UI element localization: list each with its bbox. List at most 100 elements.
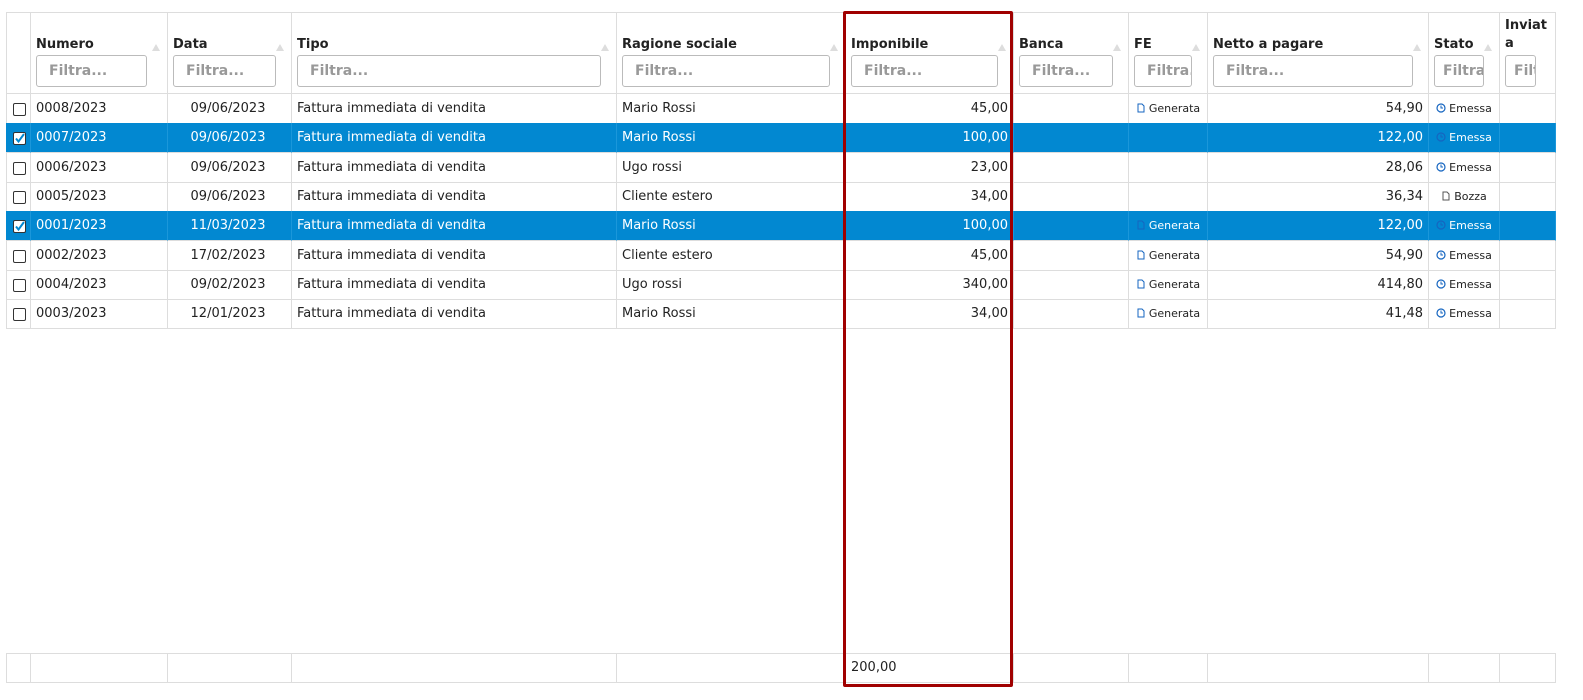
filter-input[interactable]: Filtra... <box>1019 55 1113 87</box>
filter-input[interactable]: Filtra... <box>297 55 601 87</box>
column-header[interactable]: Ragione sociale <box>622 37 737 52</box>
column-header[interactable]: FE <box>1134 37 1152 52</box>
filter-input[interactable]: Filtra... <box>851 55 998 87</box>
column-header[interactable]: Imponibile <box>851 37 929 52</box>
row-checkbox[interactable] <box>13 191 26 205</box>
header-cell <box>6 12 31 94</box>
cell-text: 0006/2023 <box>36 159 107 175</box>
cell-text: 340,00 <box>962 277 1009 293</box>
cell-text: 09/06/2023 <box>190 101 266 116</box>
row-select-cell <box>6 152 31 183</box>
doc-icon <box>1137 308 1145 318</box>
filter-input[interactable]: Filtra... <box>36 55 147 87</box>
footer-cell <box>617 653 846 683</box>
cell-text: 41,48 <box>1385 306 1423 322</box>
table-cell: 100,00 <box>846 211 1014 242</box>
cell-text: 0007/2023 <box>36 130 107 146</box>
row-checkbox[interactable] <box>13 279 26 293</box>
cell-text: Emessa <box>1449 278 1492 292</box>
cell-text: 0005/2023 <box>36 189 107 205</box>
table-cell: 122,00 <box>1208 123 1429 154</box>
filter-input[interactable]: Filtra... <box>173 55 276 87</box>
row-select-cell <box>6 240 31 271</box>
highlight-box <box>843 11 1013 687</box>
footer-cell: 200,00 <box>846 653 1014 683</box>
table-cell <box>1014 240 1129 271</box>
doc-icon <box>1137 220 1145 230</box>
row-checkbox[interactable] <box>13 308 26 322</box>
cell-text: 09/02/2023 <box>190 277 266 293</box>
cell-text: Emessa <box>1449 248 1492 262</box>
sort-icon[interactable] <box>1113 44 1121 51</box>
column-header[interactable]: Banca <box>1019 37 1064 52</box>
table-cell: Generata <box>1129 94 1208 124</box>
table-cell: Bozza <box>1429 182 1500 212</box>
table-cell: Emessa <box>1429 123 1500 154</box>
cell-text: 45,00 <box>970 247 1008 263</box>
sort-icon[interactable] <box>1413 44 1421 51</box>
table-cell: 0007/2023 <box>31 123 168 154</box>
draft-icon <box>1442 191 1450 201</box>
filter-input[interactable]: Filtra... <box>1505 55 1536 87</box>
cell-text: Fattura immediata di vendita <box>297 306 486 322</box>
sort-icon[interactable] <box>1192 44 1200 51</box>
table-cell: Emessa <box>1429 270 1500 300</box>
sort-icon[interactable] <box>152 44 160 51</box>
table-cell: Fattura immediata di vendita <box>292 123 617 154</box>
sort-icon[interactable] <box>998 44 1006 51</box>
cell-text: Emessa <box>1449 219 1492 233</box>
table-cell: Generata <box>1129 299 1208 330</box>
cell-text: 36,34 <box>1385 189 1423 205</box>
clock-icon <box>1436 279 1446 289</box>
cell-text: Fattura immediata di vendita <box>297 277 486 293</box>
footer-cell <box>1129 653 1208 683</box>
table-cell: Cliente estero <box>617 240 846 271</box>
footer-cell <box>1208 653 1429 683</box>
table-cell: 0005/2023 <box>31 182 168 212</box>
filter-input[interactable]: Filtra... <box>1213 55 1413 87</box>
column-header[interactable]: Stato <box>1434 37 1474 52</box>
table-cell: Emessa <box>1429 152 1500 183</box>
cell-text: 0001/2023 <box>36 218 107 234</box>
cell-text: 34,00 <box>970 189 1008 205</box>
row-checkbox[interactable] <box>13 249 26 263</box>
cell-text: 54,90 <box>1385 101 1423 116</box>
column-header[interactable]: Netto a pagare <box>1213 37 1324 52</box>
footer-cell <box>1014 653 1129 683</box>
row-checkbox[interactable] <box>13 103 26 116</box>
cell-text: Generata <box>1148 219 1201 233</box>
row-select-cell <box>6 123 31 154</box>
sort-icon[interactable] <box>1484 44 1492 51</box>
clock-icon <box>1436 308 1446 319</box>
header-cell: Stato Filtra... <box>1429 12 1500 94</box>
table-cell: 09/06/2023 <box>168 94 292 124</box>
sort-icon[interactable] <box>276 44 284 51</box>
column-header[interactable]: Numero <box>36 37 94 52</box>
table-cell: 28,06 <box>1208 152 1429 183</box>
clock-icon <box>1436 220 1446 230</box>
cell-text: 122,00 <box>1377 218 1424 234</box>
table-cell: 09/02/2023 <box>168 270 292 300</box>
table-cell: Mario Rossi <box>617 299 846 330</box>
row-checkbox[interactable] <box>13 132 26 146</box>
sort-icon[interactable] <box>601 44 609 51</box>
column-header[interactable]: Inviata <box>1505 18 1548 51</box>
filter-input[interactable]: Filtra... <box>1134 55 1192 87</box>
table-cell <box>1500 152 1556 183</box>
table-cell <box>1500 182 1556 212</box>
row-checkbox[interactable] <box>13 220 26 234</box>
row-checkbox[interactable] <box>13 161 26 175</box>
column-header[interactable]: Tipo <box>297 37 329 52</box>
table-cell: Mario Rossi <box>617 211 846 242</box>
sort-icon[interactable] <box>830 44 838 51</box>
table-cell: 0006/2023 <box>31 152 168 183</box>
table-cell: 0002/2023 <box>31 240 168 271</box>
filter-input[interactable]: Filtra... <box>1434 55 1484 87</box>
row-select-cell <box>6 94 31 124</box>
table-cell: 54,90 <box>1208 240 1429 271</box>
cell-text: 09/06/2023 <box>190 159 266 175</box>
table-cell: 23,00 <box>846 152 1014 183</box>
column-header[interactable]: Data <box>173 37 208 52</box>
table-cell: Generata <box>1129 211 1208 242</box>
filter-input[interactable]: Filtra... <box>622 55 830 87</box>
